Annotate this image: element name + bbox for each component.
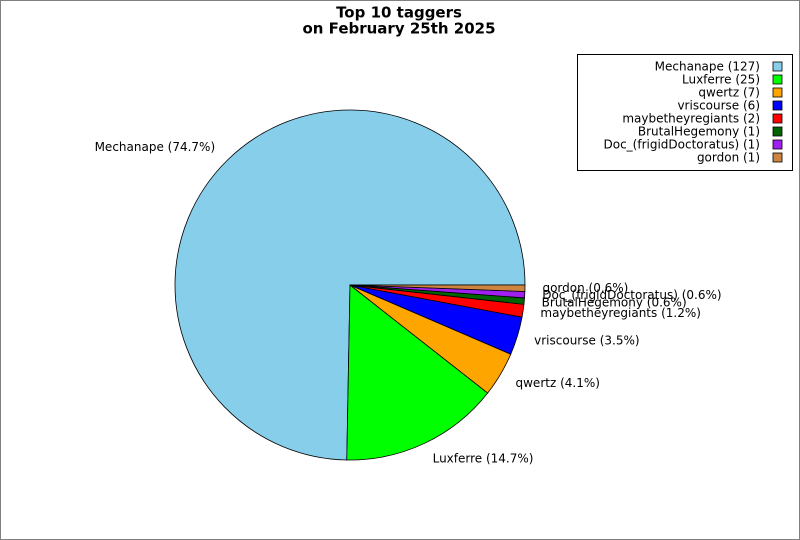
legend-label: Luxferre (25) (682, 73, 760, 87)
legend-swatch (772, 61, 783, 72)
legend-swatch (772, 100, 783, 111)
slice-label: qwertz (4.1%) (516, 376, 600, 390)
legend-swatch (772, 87, 783, 98)
slice-label: gordon (0.6%) (542, 281, 628, 295)
slice-label: Mechanape (74.7%) (95, 140, 216, 154)
slice-label: Doc_(frigidDoctoratus) (0.6%) (542, 288, 721, 302)
legend-swatch (772, 139, 783, 150)
slice-label: Luxferre (14.7%) (433, 451, 534, 465)
legend-label: gordon (1) (697, 151, 760, 165)
chart-title: Top 10 taggers (336, 4, 462, 22)
legend-box (577, 54, 793, 171)
pie-slice (349, 284, 526, 292)
slice-label: maybetheyregiants (1.2%) (540, 306, 701, 320)
legend-swatch (772, 152, 783, 163)
legend-label: qwertz (7) (698, 86, 760, 100)
legend-label: BrutalHegemony (1) (638, 125, 760, 139)
legend-label: vriscourse (6) (677, 99, 760, 113)
legend-label: Doc_(frigidDoctoratus) (1) (604, 138, 761, 152)
pie-slice (346, 284, 489, 461)
slice-label: BrutalHegemony (0.6%) (542, 295, 687, 309)
legend-swatch (772, 113, 783, 124)
legend-swatch (772, 74, 783, 85)
chart-subtitle: on February 25th 2025 (302, 20, 495, 38)
slice-label: vriscourse (3.5%) (534, 334, 639, 348)
legend-label: maybetheyregiants (2) (622, 112, 760, 126)
legend-label: Mechanape (127) (655, 60, 760, 74)
legend-swatch (772, 126, 783, 137)
